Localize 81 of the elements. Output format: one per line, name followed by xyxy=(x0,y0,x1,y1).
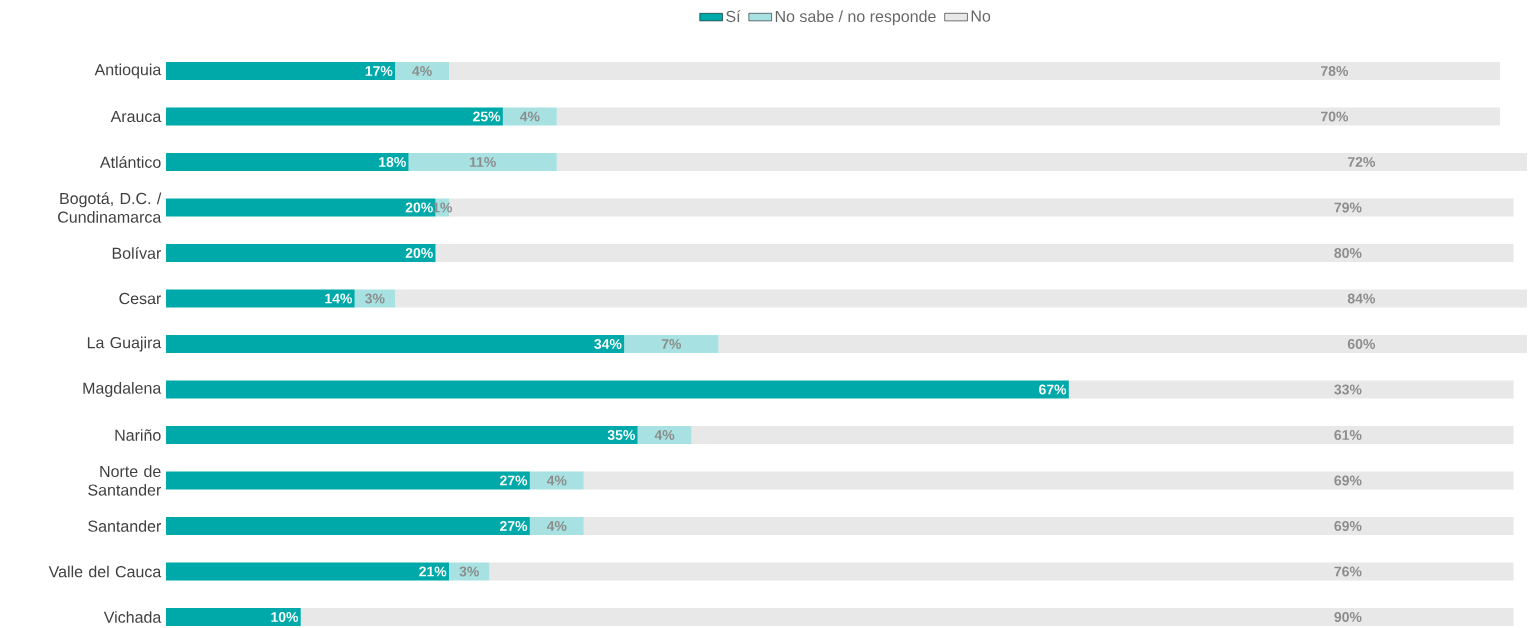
data-label: 7% xyxy=(661,339,682,349)
data-label: 67% xyxy=(1039,384,1067,395)
bar xyxy=(624,335,719,353)
y-tick-label: Magdalena xyxy=(83,382,162,397)
data-label: 4% xyxy=(412,66,432,76)
data-label: 27% xyxy=(500,475,528,486)
data-label: 3% xyxy=(459,566,479,577)
y-tick-label: Arauca xyxy=(110,110,162,123)
bar xyxy=(718,335,1527,353)
bar xyxy=(395,289,1527,308)
data-label: 18% xyxy=(379,157,406,167)
y-tick-label: Santander xyxy=(88,520,162,532)
data-label: 79% xyxy=(1334,202,1362,213)
data-label: 17% xyxy=(365,66,393,76)
data-label: 90% xyxy=(1334,612,1362,622)
bar xyxy=(166,380,1069,399)
bar xyxy=(448,62,1501,80)
data-label: 69% xyxy=(1334,521,1362,531)
bar xyxy=(583,471,1514,490)
bar xyxy=(166,471,530,490)
legend-label: Sí xyxy=(726,10,741,23)
y-tick-label: Atlántico xyxy=(99,156,161,168)
data-label: 20% xyxy=(405,202,433,213)
bar xyxy=(556,107,1501,126)
data-label: 3% xyxy=(365,293,385,304)
data-label: 33% xyxy=(1334,384,1362,395)
data-label: 70% xyxy=(1321,111,1349,122)
data-label: 25% xyxy=(473,111,501,122)
bar xyxy=(166,426,638,444)
bar xyxy=(166,107,503,126)
data-label: 20% xyxy=(405,248,433,258)
bar xyxy=(166,244,436,262)
y-tick-label: Nariño xyxy=(115,429,161,441)
data-label: 21% xyxy=(419,566,447,577)
y-tick-label: Vichada xyxy=(103,611,162,623)
data-label: 27% xyxy=(500,521,528,531)
data-label: 61% xyxy=(1334,430,1362,440)
data-label: 10% xyxy=(271,612,299,622)
data-label: 14% xyxy=(325,293,353,304)
data-label: 11% xyxy=(469,157,496,167)
bar xyxy=(166,335,625,353)
data-label: 76% xyxy=(1334,566,1362,577)
bar xyxy=(637,426,692,444)
bar xyxy=(166,562,449,581)
data-label: 60% xyxy=(1347,339,1376,349)
bar xyxy=(166,153,409,171)
data-label: 69% xyxy=(1334,475,1362,486)
bar xyxy=(1068,380,1514,399)
bar xyxy=(556,153,1527,171)
y-tick-label: Cesar xyxy=(119,292,162,305)
bar xyxy=(395,62,449,80)
data-label: 84% xyxy=(1347,293,1376,304)
data-label: 4% xyxy=(519,111,540,122)
y-tick-label: Bolívar xyxy=(112,247,162,259)
data-label: 4% xyxy=(654,430,675,440)
data-label: 78% xyxy=(1321,66,1349,76)
data-label: 80% xyxy=(1334,248,1362,258)
bar xyxy=(435,244,1514,262)
bar xyxy=(529,517,584,535)
data-label: 4% xyxy=(546,521,567,531)
data-label: 34% xyxy=(594,339,622,349)
bar xyxy=(166,62,396,80)
legend-label: No sabe / no responde xyxy=(775,10,936,26)
bar xyxy=(489,562,1514,581)
legend-label: No xyxy=(971,10,991,22)
y-tick-label: Antioquia xyxy=(94,63,162,79)
y-tick-label: Norte de Santander xyxy=(88,465,162,496)
bar xyxy=(691,426,1514,444)
bar xyxy=(300,608,1514,626)
bar xyxy=(166,608,301,626)
y-tick-label: Bogotá, D.C. / Cundinamarca xyxy=(58,192,162,223)
bar xyxy=(166,517,530,535)
bar xyxy=(166,289,355,308)
data-label: 72% xyxy=(1347,157,1376,167)
y-tick-label: La Guajira xyxy=(87,336,162,352)
bar xyxy=(583,517,1514,535)
bar xyxy=(502,107,557,126)
y-tick-label: Valle del Cauca xyxy=(48,565,162,578)
data-label: 4% xyxy=(546,475,567,486)
data-label: 35% xyxy=(607,430,635,440)
bar xyxy=(408,153,557,171)
